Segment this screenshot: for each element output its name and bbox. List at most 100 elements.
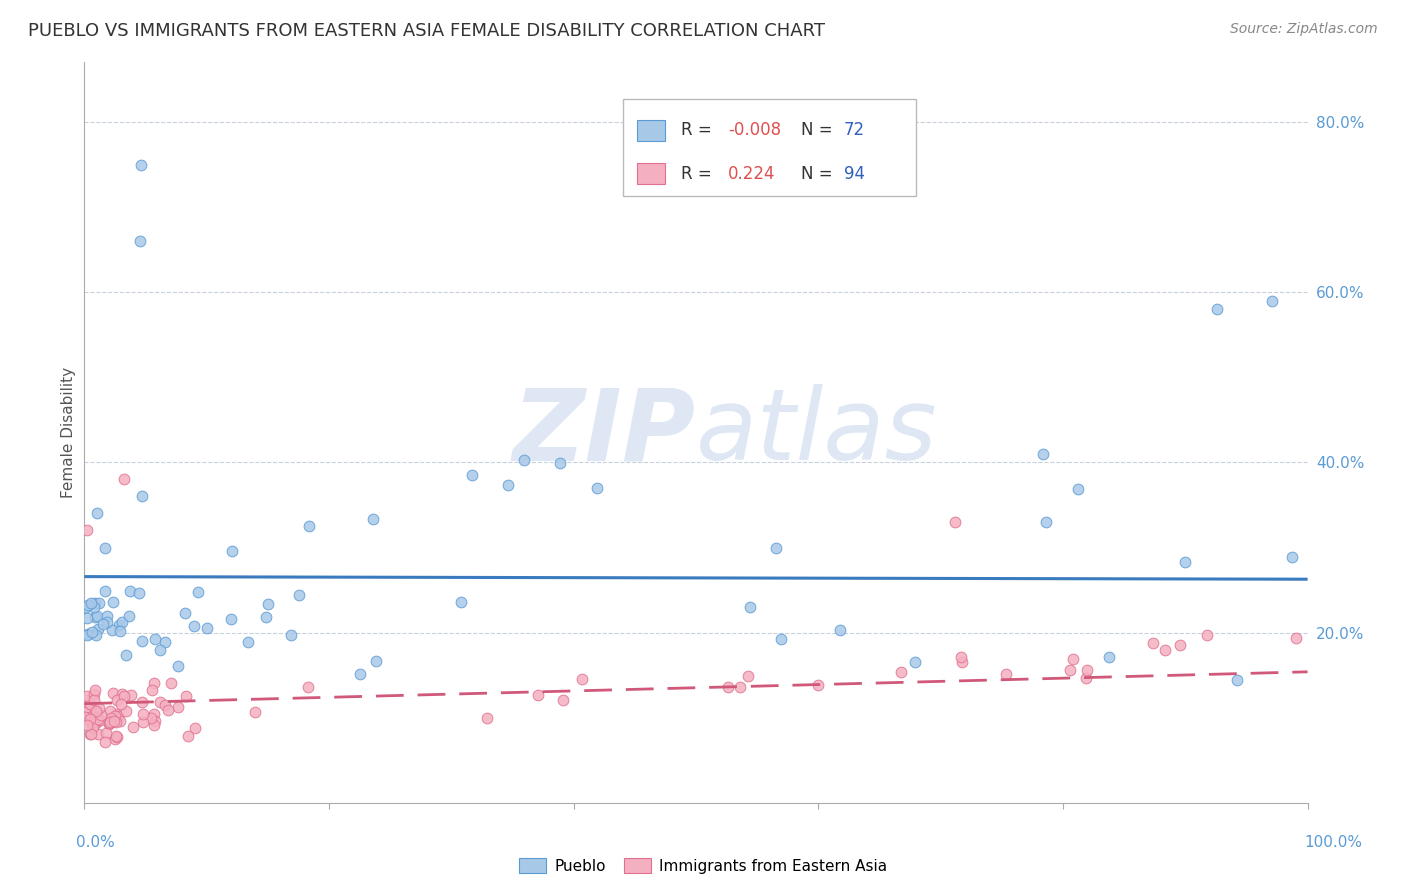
- Point: [97, 717, 120, 731]
- Point: [183, 618, 205, 632]
- Point: [586, 481, 609, 495]
- Point: [177, 729, 200, 743]
- Point: [1032, 447, 1054, 461]
- Point: [120, 688, 142, 702]
- Point: [174, 606, 197, 620]
- Point: [112, 472, 135, 486]
- Point: [77, 598, 100, 612]
- Point: [79, 726, 101, 740]
- Point: [83, 687, 105, 701]
- Point: [195, 621, 218, 635]
- Text: R =: R =: [682, 165, 717, 183]
- Point: [105, 730, 128, 744]
- Point: [115, 648, 138, 663]
- Point: [104, 731, 127, 746]
- Point: [219, 611, 242, 625]
- Point: [157, 703, 180, 717]
- Point: [86, 714, 108, 728]
- Point: [76, 718, 98, 732]
- Point: [87, 713, 110, 727]
- Point: [107, 708, 129, 723]
- Point: [101, 685, 124, 699]
- Point: [765, 541, 787, 555]
- Point: [94, 541, 117, 555]
- Point: [187, 584, 209, 599]
- Point: [73, 705, 96, 719]
- Point: [118, 584, 141, 599]
- Point: [121, 720, 143, 734]
- Point: [101, 595, 124, 609]
- Point: [94, 726, 117, 740]
- Point: [527, 689, 550, 703]
- Point: [94, 583, 117, 598]
- Point: [87, 596, 110, 610]
- Point: [1174, 555, 1197, 569]
- Text: N =: N =: [801, 165, 838, 183]
- Text: R =: R =: [682, 121, 717, 139]
- Point: [806, 678, 828, 692]
- Text: N =: N =: [801, 121, 838, 139]
- Point: [84, 683, 107, 698]
- Point: [73, 693, 96, 707]
- Point: [1097, 649, 1119, 664]
- Point: [76, 524, 98, 538]
- Point: [1261, 293, 1284, 308]
- Point: [1142, 636, 1164, 650]
- Point: [149, 642, 172, 657]
- Point: [80, 727, 103, 741]
- Point: [82, 720, 104, 734]
- Point: [104, 709, 127, 723]
- Point: [131, 706, 153, 721]
- Point: [450, 595, 472, 609]
- Point: [461, 467, 484, 482]
- Point: [496, 477, 519, 491]
- Point: [945, 515, 967, 529]
- Point: [142, 707, 165, 722]
- Point: [100, 710, 122, 724]
- Point: [76, 690, 98, 704]
- Point: [1067, 482, 1090, 496]
- Point: [361, 512, 384, 526]
- Point: [143, 676, 166, 690]
- Point: [104, 707, 127, 722]
- Point: [153, 698, 176, 712]
- Point: [1059, 663, 1081, 677]
- Point: [105, 692, 128, 706]
- Point: [105, 730, 128, 744]
- Point: [86, 507, 108, 521]
- Point: [512, 453, 534, 467]
- Point: [86, 706, 108, 720]
- Point: [128, 585, 150, 599]
- Point: [110, 698, 132, 712]
- Point: [73, 710, 96, 724]
- Point: [717, 680, 740, 694]
- Point: [131, 490, 153, 504]
- Point: [91, 617, 114, 632]
- Point: [143, 632, 166, 646]
- Point: [1281, 550, 1303, 565]
- Point: [257, 597, 280, 611]
- Point: [84, 705, 107, 719]
- Point: [84, 628, 107, 642]
- Point: [950, 655, 973, 669]
- Point: [79, 597, 101, 611]
- Point: [1195, 628, 1218, 642]
- Point: [131, 634, 153, 648]
- Point: [83, 596, 105, 610]
- Point: [737, 669, 759, 683]
- Point: [108, 624, 131, 638]
- Text: -0.008: -0.008: [728, 121, 780, 139]
- Point: [103, 714, 125, 728]
- Point: [243, 705, 266, 719]
- Point: [297, 680, 319, 694]
- Point: [86, 715, 108, 730]
- Point: [105, 714, 128, 729]
- Point: [174, 689, 197, 703]
- Point: [254, 610, 277, 624]
- Point: [349, 667, 371, 681]
- Point: [89, 713, 111, 727]
- Text: 0.224: 0.224: [728, 165, 775, 183]
- Point: [112, 689, 135, 703]
- Point: [89, 701, 111, 715]
- Point: [571, 672, 593, 686]
